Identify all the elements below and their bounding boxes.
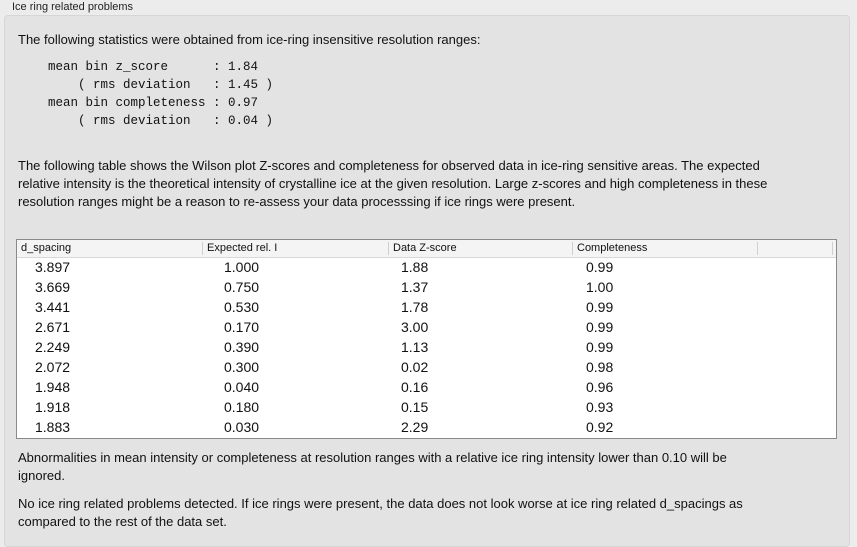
cell-expected-rel-i: 0.180 — [224, 399, 260, 415]
cell-data-z-score: 0.02 — [401, 359, 429, 375]
table-row[interactable]: 1.883 0.030 2.29 0.92 — [17, 418, 836, 438]
cell-data-z-score: 1.88 — [401, 259, 429, 275]
cell-data-z-score: 2.29 — [401, 419, 429, 435]
cell-completeness: 0.98 — [586, 359, 614, 375]
column-header-d-spacing[interactable]: d_spacing — [17, 242, 203, 255]
table-row[interactable]: 3.669 0.750 1.37 1.00 — [17, 278, 836, 298]
intro-text: The following statistics were obtained f… — [18, 32, 481, 47]
column-header-empty[interactable] — [758, 242, 833, 255]
cell-completeness: 0.93 — [586, 399, 614, 415]
cell-data-z-score: 0.16 — [401, 379, 429, 395]
cell-data-z-score: 3.00 — [401, 319, 429, 335]
cell-expected-rel-i: 0.750 — [224, 279, 260, 295]
cell-expected-rel-i: 0.300 — [224, 359, 260, 375]
cell-completeness: 0.99 — [586, 259, 614, 275]
cell-d-spacing: 3.441 — [35, 299, 71, 315]
cell-d-spacing: 2.671 — [35, 319, 71, 335]
table-row[interactable]: 2.671 0.170 3.00 0.99 — [17, 318, 836, 338]
cell-d-spacing: 2.072 — [35, 359, 71, 375]
cell-completeness: 1.00 — [586, 279, 614, 295]
cell-expected-rel-i: 0.390 — [224, 339, 260, 355]
ice-ring-table[interactable]: d_spacing Expected rel. I Data Z-score C… — [16, 239, 837, 439]
cell-expected-rel-i: 0.170 — [224, 319, 260, 335]
stats-block: mean bin z_score : 1.84 ( rms deviation … — [48, 60, 274, 128]
table-intro-text: The following table shows the Wilson plo… — [18, 158, 768, 209]
note-text: Abnormalities in mean intensity or compl… — [18, 450, 727, 483]
table-row[interactable]: 2.249 0.390 1.13 0.99 — [17, 338, 836, 358]
column-header-expected-rel-i[interactable]: Expected rel. I — [203, 242, 389, 255]
cell-d-spacing: 1.883 — [35, 419, 71, 435]
cell-completeness: 0.96 — [586, 379, 614, 395]
cell-completeness: 0.99 — [586, 299, 614, 315]
table-row[interactable]: 3.441 0.530 1.78 0.99 — [17, 298, 836, 318]
cell-expected-rel-i: 1.000 — [224, 259, 260, 275]
cell-d-spacing: 1.948 — [35, 379, 71, 395]
cell-completeness: 0.99 — [586, 319, 614, 335]
cell-d-spacing: 1.918 — [35, 399, 71, 415]
cell-completeness: 0.99 — [586, 339, 614, 355]
table-row[interactable]: 1.948 0.040 0.16 0.96 — [17, 378, 836, 398]
cell-data-z-score: 1.37 — [401, 279, 429, 295]
group-title: Ice ring related problems — [12, 1, 134, 13]
cell-expected-rel-i: 0.040 — [224, 379, 260, 395]
column-header-data-z-score[interactable]: Data Z-score — [389, 242, 573, 255]
cell-expected-rel-i: 0.530 — [224, 299, 260, 315]
cell-completeness: 0.92 — [586, 419, 614, 435]
cell-data-z-score: 0.15 — [401, 399, 429, 415]
table-header: d_spacing Expected rel. I Data Z-score C… — [17, 240, 836, 258]
cell-data-z-score: 1.78 — [401, 299, 429, 315]
table-row[interactable]: 3.897 1.000 1.88 0.99 — [17, 258, 836, 278]
column-header-completeness[interactable]: Completeness — [573, 242, 758, 255]
table-row[interactable]: 2.072 0.300 0.02 0.98 — [17, 358, 836, 378]
cell-data-z-score: 1.13 — [401, 339, 429, 355]
cell-d-spacing: 2.249 — [35, 339, 71, 355]
conclusion-text: No ice ring related problems detected. I… — [18, 496, 743, 529]
cell-d-spacing: 3.897 — [35, 259, 71, 275]
cell-d-spacing: 3.669 — [35, 279, 71, 295]
cell-expected-rel-i: 0.030 — [224, 419, 260, 435]
table-row[interactable]: 1.918 0.180 0.15 0.93 — [17, 398, 836, 418]
